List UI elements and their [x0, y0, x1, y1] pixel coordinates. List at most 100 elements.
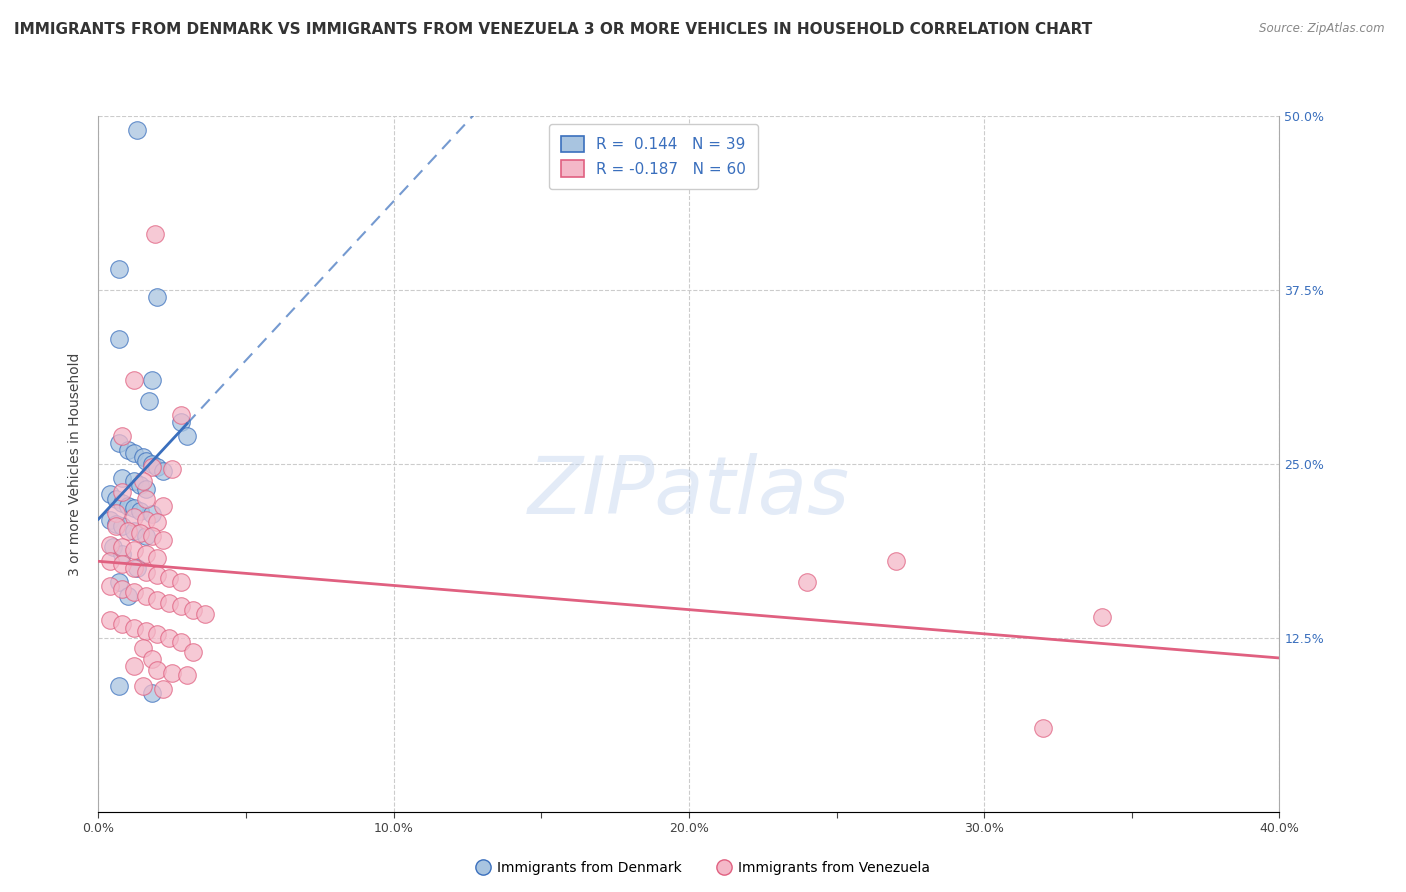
Point [796, 575, 818, 590]
Point [170, 635, 193, 649]
Point [143, 227, 166, 242]
Y-axis label: 3 or more Vehicles in Household: 3 or more Vehicles in Household [69, 352, 83, 575]
Point [117, 442, 139, 457]
Point [122, 501, 145, 516]
Point [152, 499, 174, 513]
Point [117, 524, 139, 538]
Point [128, 504, 150, 518]
Point [146, 626, 169, 640]
Point [176, 429, 198, 443]
Point [152, 533, 174, 548]
Point [98, 554, 121, 568]
Point [141, 459, 163, 474]
Point [157, 571, 180, 585]
Point [122, 509, 145, 524]
Point [111, 471, 134, 485]
Point [122, 561, 145, 575]
Point [111, 582, 134, 596]
Point [146, 663, 169, 677]
Point [135, 529, 157, 543]
Point [135, 547, 157, 561]
Point [98, 537, 121, 551]
Point [105, 506, 128, 520]
Point [105, 491, 128, 506]
Point [98, 487, 121, 501]
Point [108, 332, 131, 346]
Point [111, 557, 134, 571]
Point [170, 575, 193, 590]
Point [111, 616, 134, 631]
Point [132, 680, 155, 694]
Point [152, 682, 174, 697]
Point [111, 484, 134, 499]
Point [117, 499, 139, 513]
Legend: R =  0.144   N = 39, R = -0.187   N = 60: R = 0.144 N = 39, R = -0.187 N = 60 [548, 124, 758, 189]
Point [105, 519, 128, 533]
Point [1032, 721, 1054, 735]
Point [1091, 610, 1114, 624]
Point [108, 436, 131, 450]
Point [108, 262, 131, 277]
Point [141, 529, 163, 543]
Point [135, 512, 157, 526]
Point [117, 589, 139, 603]
Point [111, 496, 134, 510]
Point [181, 603, 204, 617]
Point [108, 680, 131, 694]
Point [141, 457, 163, 471]
Point [141, 507, 163, 521]
Point [125, 123, 148, 137]
Point [152, 464, 174, 478]
Point [170, 415, 193, 429]
Point [146, 516, 169, 530]
Point [135, 482, 157, 496]
Point [170, 408, 193, 422]
Point [108, 575, 131, 590]
Point [146, 551, 169, 566]
Point [122, 474, 145, 488]
Point [135, 454, 157, 468]
Point [146, 459, 169, 474]
Point [176, 668, 198, 682]
Point [122, 543, 145, 558]
Point [111, 429, 134, 443]
Point [162, 462, 183, 476]
Point [111, 541, 134, 555]
Text: ZIPatlas: ZIPatlas [527, 452, 851, 531]
Point [141, 373, 163, 387]
Point [138, 394, 160, 409]
Text: Source: ZipAtlas.com: Source: ZipAtlas.com [1260, 22, 1385, 36]
Legend: Immigrants from Denmark, Immigrants from Venezuela: Immigrants from Denmark, Immigrants from… [471, 855, 935, 880]
Point [128, 526, 150, 541]
Point [98, 579, 121, 593]
Point [128, 477, 150, 491]
Point [135, 491, 157, 506]
Point [105, 516, 128, 531]
Point [135, 589, 157, 603]
Point [111, 519, 134, 533]
Point [141, 651, 163, 665]
Point [122, 446, 145, 460]
Point [884, 554, 907, 568]
Point [194, 607, 217, 621]
Point [181, 645, 204, 659]
Point [146, 568, 169, 582]
Point [122, 621, 145, 635]
Point [132, 450, 155, 464]
Point [170, 599, 193, 613]
Point [135, 566, 157, 580]
Text: IMMIGRANTS FROM DENMARK VS IMMIGRANTS FROM VENEZUELA 3 OR MORE VEHICLES IN HOUSE: IMMIGRANTS FROM DENMARK VS IMMIGRANTS FR… [14, 22, 1092, 37]
Point [157, 596, 180, 610]
Point [162, 665, 183, 680]
Point [157, 631, 180, 645]
Point [132, 474, 155, 488]
Point [98, 613, 121, 627]
Point [122, 658, 145, 673]
Point [122, 585, 145, 599]
Point [98, 512, 121, 526]
Point [125, 561, 148, 575]
Point [141, 686, 163, 700]
Point [146, 593, 169, 607]
Point [135, 624, 157, 638]
Point [132, 640, 155, 655]
